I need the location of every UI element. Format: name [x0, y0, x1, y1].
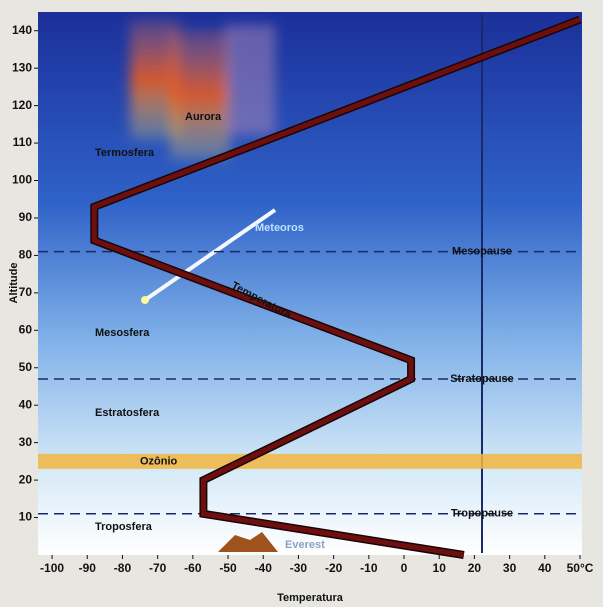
y-tick-label: 100: [12, 173, 32, 187]
x-tick-label: -40: [255, 561, 273, 575]
meteor: [141, 296, 149, 304]
level-label: Stratopause: [450, 373, 514, 385]
x-tick-label: -70: [149, 561, 167, 575]
annotation: Everest: [285, 539, 325, 551]
y-tick-label: 90: [19, 210, 33, 224]
x-tick-label: -20: [325, 561, 343, 575]
x-tick-label: 40: [538, 561, 552, 575]
y-tick-label: 20: [19, 472, 33, 486]
ozone-band: [38, 454, 582, 469]
y-tick-label: 80: [19, 248, 33, 262]
x-tick-label: -60: [184, 561, 202, 575]
y-tick-label: 50: [19, 360, 33, 374]
x-tick-label: -50: [219, 561, 237, 575]
y-tick-label: 140: [12, 23, 32, 37]
x-tick-label: 0: [401, 561, 408, 575]
level-label: Mesopause: [452, 246, 512, 258]
y-tick-label: 30: [19, 435, 33, 449]
y-tick-label: 70: [19, 285, 33, 299]
x-tick-label: 10: [433, 561, 447, 575]
x-tick-label: -10: [360, 561, 378, 575]
y-tick-label: 40: [19, 397, 33, 411]
x-tick-label: 30: [503, 561, 517, 575]
y-tick-label: 130: [12, 60, 32, 74]
annotation: Troposfera: [95, 521, 153, 533]
annotation: Meteoros: [255, 222, 304, 234]
annotation: Aurora: [185, 111, 222, 123]
y-tick-label: 110: [13, 135, 33, 149]
x-tick-label: 50°C: [567, 561, 594, 575]
plot-background: [38, 12, 582, 555]
x-tick-label: -30: [290, 561, 308, 575]
x-tick-label: -100: [40, 561, 64, 575]
y-tick-label: 120: [12, 98, 32, 112]
annotation: Termosfera: [95, 147, 155, 159]
level-label: Tropopause: [451, 508, 513, 520]
x-tick-label: -90: [79, 561, 97, 575]
y-tick-label: 10: [19, 510, 33, 524]
annotation: Mesosfera: [95, 327, 150, 339]
y-tick-label: 60: [19, 322, 33, 336]
x-tick-label: -80: [114, 561, 132, 575]
ozone-label: Ozônio: [140, 455, 178, 467]
x-axis-title: Temperatura: [277, 592, 344, 604]
annotation: Estratosfera: [95, 407, 160, 419]
chart: Altitude Temperatura OzônioTropopauseStr…: [0, 0, 603, 607]
x-tick-label: 20: [468, 561, 482, 575]
